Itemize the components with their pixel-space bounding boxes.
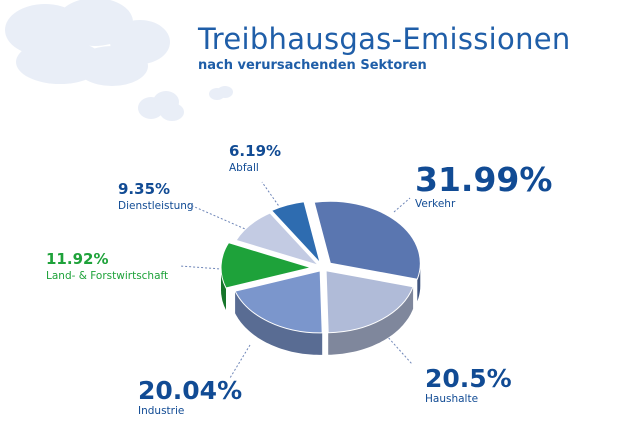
name-dienstleistung: Dienstleistung <box>118 200 194 212</box>
value-verkehr: 31.99% <box>415 160 553 199</box>
value-abfall: 6.19% <box>229 142 282 160</box>
slice-dienstleistung <box>235 212 321 267</box>
tiny-cloud-icon <box>209 86 233 100</box>
slice-verkehr <box>313 200 421 280</box>
leader-line-verkehr <box>393 197 411 213</box>
chart-title: Treibhausgas-Emissionen <box>198 22 571 56</box>
label-haushalte: 20.5% Haushalte <box>425 364 512 405</box>
value-haushalte: 20.5% <box>425 364 512 393</box>
chart-subtitle: nach verursachenden Sektoren <box>198 58 427 73</box>
slice-side-haushalte <box>328 286 414 355</box>
leader-line-dienstleistung <box>187 203 253 233</box>
leader-line-industrie <box>229 344 251 379</box>
slice-abfall <box>270 201 321 264</box>
name-abfall: Abfall <box>229 162 259 174</box>
label-abfall: 6.19% Abfall <box>229 142 281 174</box>
leader-line-haushalte <box>385 334 413 365</box>
value-land-forstwirtschaft: 11.92% <box>46 250 109 268</box>
label-dienstleistung: 9.35% Dienstleistung <box>118 180 194 212</box>
name-haushalte: Haushalte <box>425 393 479 405</box>
label-land-forstwirtschaft: 11.92% Land- & Forstwirtschaft <box>46 250 168 282</box>
label-verkehr: 31.99% Verkehr <box>415 160 552 210</box>
name-verkehr: Verkehr <box>415 198 456 210</box>
label-industrie: 20.04% Industrie <box>138 376 242 417</box>
cloud-icon <box>5 0 170 86</box>
small-cloud-icon <box>138 91 184 121</box>
name-land-forstwirtschaft: Land- & Forstwirtschaft <box>46 270 169 282</box>
slice-haushalte <box>325 270 414 334</box>
value-dienstleistung: 9.35% <box>118 180 171 198</box>
slice-side-industrie <box>235 291 323 355</box>
value-industrie: 20.04% <box>138 376 243 405</box>
slice-land-forstwirtschaft <box>220 242 313 289</box>
name-industrie: Industrie <box>138 405 185 417</box>
slice-industrie <box>234 270 323 334</box>
